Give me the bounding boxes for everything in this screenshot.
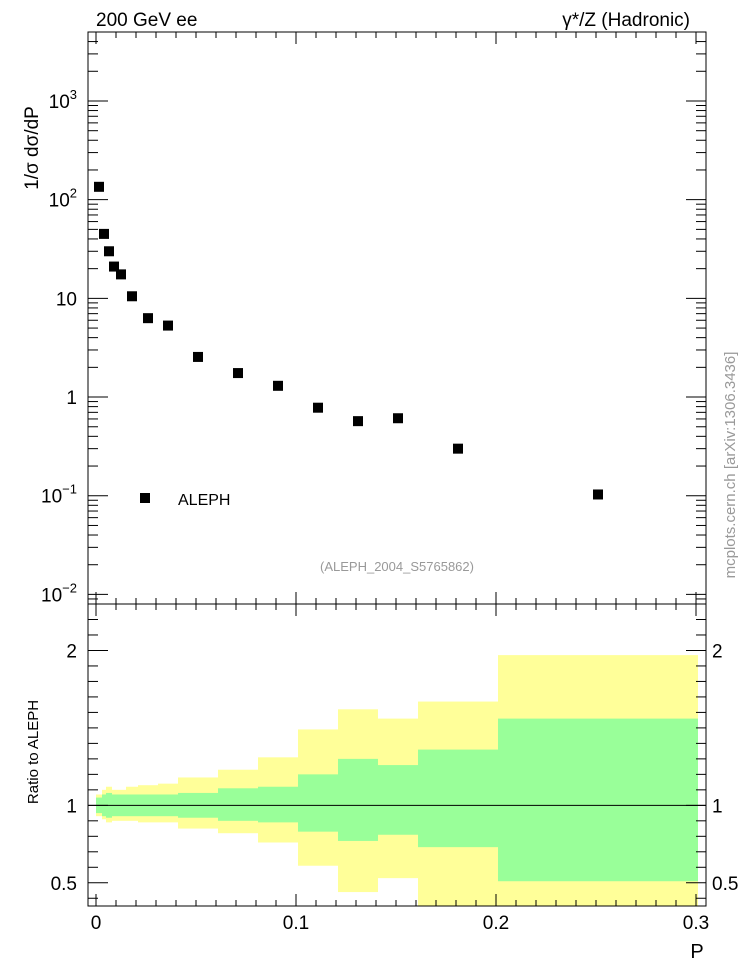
data-point <box>99 228 109 239</box>
y-tick-label: 10−2 <box>41 580 77 606</box>
data-point <box>233 368 243 379</box>
x-tick-label: 0.1 <box>283 913 309 934</box>
data-point <box>313 402 323 413</box>
ratio-tick-labels: 0.5 0.5 1 1 2 2 0 0.1 0.2 0.3 <box>51 641 739 934</box>
main-y-tick-labels: 10−2 10−1 1 10 102 103 <box>41 87 77 606</box>
ratio-y-tick-label-left: 1 <box>66 796 77 817</box>
main-y-axis-label: 1/σ dσ/dP <box>22 106 43 190</box>
ratio-y-tick-label-right: 1 <box>712 796 723 817</box>
inner-band-bin <box>298 774 338 832</box>
title-right: γ*/Z (Hadronic) <box>562 10 690 31</box>
data-point <box>143 313 153 324</box>
legend-label: ALEPH <box>178 492 230 509</box>
main-panel: 10−2 10−1 1 10 102 103 200 GeV ee γ*/Z (Hadro… <box>22 10 739 606</box>
x-tick-label: 0 <box>91 913 102 934</box>
y-tick-label: 1 <box>66 388 77 409</box>
y-tick-label: 10−1 <box>41 482 77 508</box>
data-point <box>104 246 114 257</box>
data-point <box>109 261 119 272</box>
ratio-panel: 0.5 0.5 1 1 2 2 0 0.1 0.2 0.3 Ratio to ALEPH P <box>25 603 739 963</box>
ratio-y-tick-label-left: 0.5 <box>51 874 77 895</box>
data-point <box>193 351 203 362</box>
y-tick-label: 103 <box>49 87 77 113</box>
data-point <box>393 413 403 424</box>
y-tick-label: 102 <box>49 186 77 212</box>
data-point <box>127 291 137 302</box>
x-axis-label: P <box>690 941 703 963</box>
legend-marker <box>140 493 150 503</box>
inner-band-bin <box>258 786 298 823</box>
main-plot-frame <box>87 31 707 605</box>
title-left: 200 GeV ee <box>96 10 197 31</box>
y-tick-label: 10 <box>56 289 77 310</box>
inner-band-bin <box>498 718 698 882</box>
x-tick-label: 0.2 <box>483 913 509 934</box>
data-point <box>453 443 463 454</box>
data-point <box>273 380 283 391</box>
data-point <box>593 489 603 500</box>
analysis-annotation: (ALEPH_2004_S5765862) <box>320 559 474 574</box>
ratio-plot-frame <box>87 603 707 907</box>
data-point <box>163 320 173 331</box>
main-axis-ticks <box>88 31 706 605</box>
data-point <box>94 181 104 192</box>
ratio-y-tick-label-right: 0.5 <box>712 874 738 895</box>
data-point <box>353 416 363 427</box>
x-tick-label: 0.3 <box>683 913 709 934</box>
ratio-uncertainty-bands <box>96 655 698 906</box>
ratio-y-tick-label-right: 2 <box>712 641 723 662</box>
side-label: mcplots.cern.ch [arXiv:1306.3436] <box>722 352 739 579</box>
inner-band-bin <box>218 788 258 821</box>
ratio-axis-ticks <box>88 604 706 906</box>
inner-band-bin <box>378 765 418 835</box>
inner-band-bin <box>338 758 378 841</box>
ratio-y-tick-label-left: 2 <box>66 641 77 662</box>
ratio-y-axis-label: Ratio to ALEPH <box>25 700 42 804</box>
main-data-points <box>94 181 603 500</box>
legend: ALEPH <box>140 492 230 509</box>
inner-band-bin <box>418 749 498 848</box>
data-point <box>116 269 126 280</box>
